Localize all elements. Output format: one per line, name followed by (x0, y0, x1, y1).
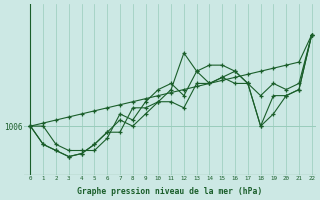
X-axis label: Graphe pression niveau de la mer (hPa): Graphe pression niveau de la mer (hPa) (77, 187, 262, 196)
